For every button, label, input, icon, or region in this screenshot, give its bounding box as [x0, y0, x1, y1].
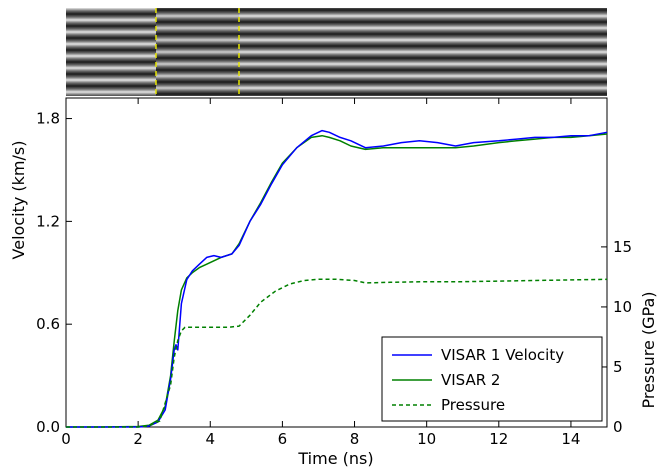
y2-tick-label: 10	[613, 298, 632, 316]
y-tick-label: 1.2	[36, 212, 60, 230]
y-axis-title: Velocity (km/s)	[9, 141, 28, 260]
y-axis-right: 0 5 10 15	[601, 238, 632, 436]
streak-image	[66, 8, 607, 96]
legend-label-visar2: VISAR 2	[441, 371, 500, 389]
y2-tick-label: 15	[613, 238, 632, 256]
plot-frame	[65, 97, 608, 428]
x-tick-label: 14	[561, 430, 580, 448]
legend-label-pressure: Pressure	[441, 396, 505, 414]
y-tick-label: 0.6	[36, 315, 60, 333]
x-tick-label: 4	[205, 430, 215, 448]
x-tick-label: 2	[133, 430, 143, 448]
series-line-visar-2	[66, 133, 608, 428]
y2-axis-title: Pressure (GPa)	[639, 291, 658, 408]
series-layer	[66, 129, 608, 428]
x-tick-label: 10	[417, 430, 436, 448]
y2-tick-label: 5	[613, 358, 623, 376]
y-axis-left: 0.0 0.6 1.2 1.8	[36, 110, 72, 436]
y-tick-label: 1.8	[36, 110, 60, 128]
x-tick-label: 8	[350, 430, 360, 448]
x-tick-label: 12	[489, 430, 508, 448]
y2-tick-label: 0	[613, 418, 623, 436]
x-axis-title: Time (ns)	[297, 449, 373, 468]
x-tick-label: 0	[61, 430, 71, 448]
x-axis: 0 2 4 6 8 10 12 14	[61, 98, 580, 448]
legend: VISAR 1 Velocity VISAR 2 Pressure	[381, 336, 603, 422]
y-tick-label: 0.0	[36, 418, 60, 436]
legend-label-visar1: VISAR 1 Velocity	[441, 346, 564, 364]
series-line-pressure	[66, 278, 608, 428]
x-tick-label: 6	[278, 430, 288, 448]
series-line-visar-1-velocity	[66, 129, 608, 428]
legend-box	[381, 336, 603, 422]
